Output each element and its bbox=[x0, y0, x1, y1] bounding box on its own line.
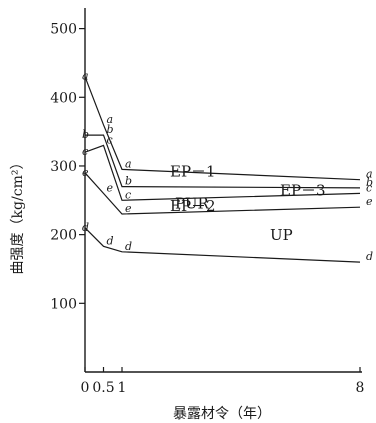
y-tick-label-0: 100 bbox=[50, 296, 77, 312]
series-name-3: PUR bbox=[175, 195, 209, 213]
series-line-3 bbox=[84, 172, 361, 215]
point-label-1-1: b bbox=[107, 123, 114, 136]
y-tick-label-4: 500 bbox=[50, 22, 77, 38]
point-label-3-3: e bbox=[366, 195, 373, 208]
x-tick-label-0: 0 bbox=[81, 380, 90, 396]
y-tick-label-2: 300 bbox=[50, 159, 77, 175]
x-axis-title: 暴露材令（年） bbox=[173, 406, 271, 422]
series-line-0 bbox=[84, 76, 361, 181]
series-layer bbox=[84, 76, 361, 263]
point-label-0-0: a bbox=[82, 70, 89, 83]
y-tick-label-3: 400 bbox=[50, 90, 77, 106]
point-label-0-3: a bbox=[366, 168, 373, 181]
y-tick-label-1: 200 bbox=[50, 228, 77, 244]
series-name-0: EP－1 bbox=[170, 162, 216, 180]
series-name-1: EP－2 bbox=[170, 197, 216, 215]
ticks-layer: 100 200 300 400 500 0 0.5 1 8 bbox=[50, 22, 364, 396]
y-axis-title: 曲强度（kg/cm²） bbox=[10, 156, 26, 275]
point-label-2-3: c bbox=[366, 181, 372, 194]
point-label-1-3: b bbox=[366, 176, 373, 189]
series-name-2: EP－3 bbox=[280, 182, 326, 200]
point-label-2-1: c bbox=[107, 133, 113, 146]
point-label-2-2: c bbox=[125, 188, 131, 201]
series-line-2 bbox=[84, 144, 361, 201]
point-label-4-3: d bbox=[366, 250, 373, 263]
x-tick-label-2: 1 bbox=[118, 380, 127, 396]
point-label-3-2: e bbox=[125, 202, 132, 215]
point-label-1-2: b bbox=[125, 175, 132, 188]
series-line-1 bbox=[85, 134, 361, 189]
point-label-4-1: d bbox=[107, 234, 114, 247]
point-label-0-2: a bbox=[125, 157, 132, 170]
series-name-4: UP bbox=[270, 226, 293, 244]
point-label-0-1: a bbox=[107, 113, 114, 126]
series-line-4 bbox=[84, 227, 361, 263]
point-label-2-0: c bbox=[82, 145, 88, 158]
x-tick-label-1: 0.5 bbox=[92, 380, 114, 396]
axes bbox=[84, 8, 362, 373]
point-label-3-1: e bbox=[107, 181, 114, 194]
point-label-4-2: d bbox=[125, 240, 132, 253]
point-label-4-0: d bbox=[82, 221, 89, 234]
point-label-3-0: e bbox=[82, 166, 89, 179]
point-label-1-0: b bbox=[82, 128, 89, 141]
x-tick-label-3: 8 bbox=[356, 380, 365, 396]
